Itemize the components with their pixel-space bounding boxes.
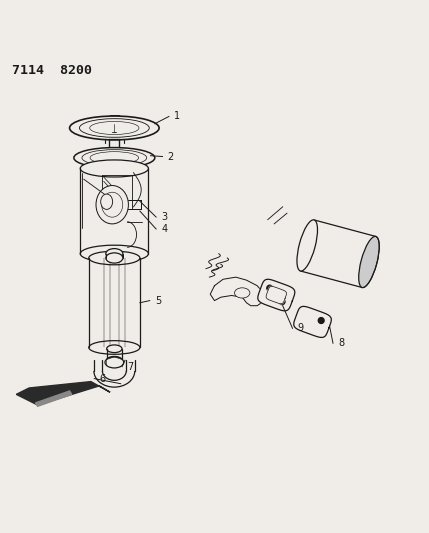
Ellipse shape: [89, 341, 140, 354]
Text: 4: 4: [161, 224, 167, 234]
Text: 7: 7: [127, 362, 133, 372]
Ellipse shape: [80, 160, 148, 177]
Ellipse shape: [79, 119, 149, 138]
Ellipse shape: [74, 148, 155, 168]
Ellipse shape: [107, 357, 122, 364]
Polygon shape: [258, 279, 295, 311]
Ellipse shape: [105, 357, 124, 368]
Ellipse shape: [297, 220, 317, 271]
Ellipse shape: [101, 194, 113, 209]
Ellipse shape: [279, 298, 285, 305]
Text: 2: 2: [168, 151, 174, 161]
Text: 8: 8: [338, 338, 344, 348]
Ellipse shape: [80, 245, 148, 262]
Ellipse shape: [89, 251, 140, 265]
Ellipse shape: [107, 345, 122, 353]
Ellipse shape: [318, 318, 324, 324]
Ellipse shape: [90, 152, 139, 164]
Ellipse shape: [106, 248, 123, 259]
Polygon shape: [294, 306, 331, 337]
Text: 1: 1: [174, 111, 180, 122]
Text: 7114  8200: 7114 8200: [12, 64, 92, 77]
Text: 6: 6: [100, 374, 106, 384]
Polygon shape: [266, 286, 287, 304]
Ellipse shape: [69, 116, 159, 140]
Ellipse shape: [82, 150, 147, 166]
Ellipse shape: [106, 253, 123, 263]
Polygon shape: [36, 391, 72, 406]
Ellipse shape: [96, 185, 128, 224]
Ellipse shape: [235, 288, 250, 298]
Text: 9: 9: [298, 324, 304, 333]
Ellipse shape: [359, 236, 379, 288]
Text: 3: 3: [161, 212, 167, 222]
Text: 5: 5: [155, 296, 161, 305]
Polygon shape: [16, 382, 110, 405]
Ellipse shape: [90, 122, 139, 134]
Ellipse shape: [102, 192, 123, 217]
Ellipse shape: [267, 285, 273, 291]
